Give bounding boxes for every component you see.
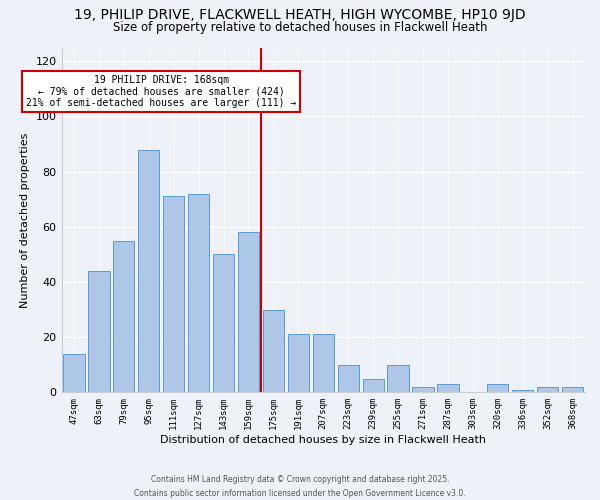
Bar (313, 334, 334, 392)
Text: Contains HM Land Registry data © Crown copyright and database right 2025.
Contai: Contains HM Land Registry data © Crown c… (134, 476, 466, 498)
Text: 19, PHILIP DRIVE, FLACKWELL HEATH, HIGH WYCOMBE, HP10 9JD: 19, PHILIP DRIVE, FLACKWELL HEATH, HIGH … (74, 8, 526, 22)
Bar (562, 387, 583, 392)
Bar (362, 378, 384, 392)
Bar (388, 364, 409, 392)
Bar (213, 254, 234, 392)
Bar (238, 232, 259, 392)
Bar (437, 384, 458, 392)
Bar (288, 334, 309, 392)
Text: 19 PHILIP DRIVE: 168sqm
← 79% of detached houses are smaller (424)
21% of semi-d: 19 PHILIP DRIVE: 168sqm ← 79% of detache… (26, 75, 296, 108)
Y-axis label: Number of detached properties: Number of detached properties (20, 132, 30, 308)
Bar (64, 354, 85, 393)
Text: Size of property relative to detached houses in Flackwell Heath: Size of property relative to detached ho… (113, 21, 487, 34)
Bar (512, 390, 533, 392)
Bar (113, 240, 134, 392)
Bar (537, 387, 558, 392)
X-axis label: Distribution of detached houses by size in Flackwell Heath: Distribution of detached houses by size … (160, 435, 486, 445)
Bar (188, 194, 209, 392)
Bar (263, 310, 284, 392)
Bar (163, 196, 184, 392)
Bar (487, 384, 508, 392)
Bar (88, 271, 110, 392)
Bar (412, 387, 434, 392)
Bar (338, 364, 359, 392)
Bar (138, 150, 160, 392)
